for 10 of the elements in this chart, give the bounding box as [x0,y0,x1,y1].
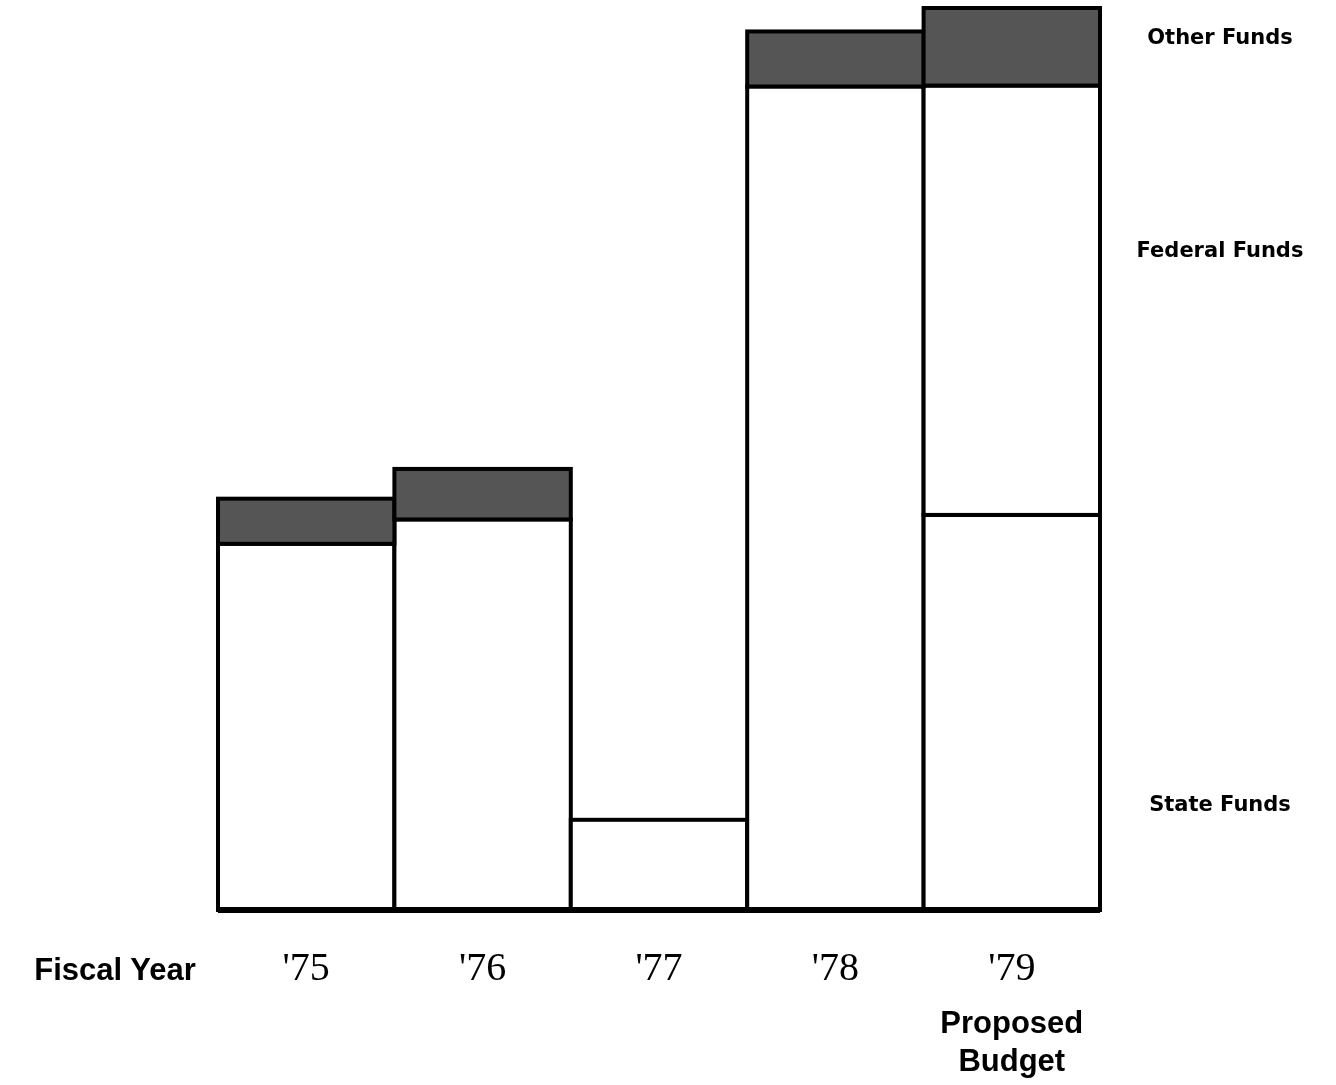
x-axis-title: Fiscal Year [34,952,196,987]
x-tick-label: '77 [635,944,683,989]
text: State Funds [1149,792,1291,817]
x-tick-label: '79 [988,944,1036,989]
x-tick-label: '78 [811,944,860,989]
series-label: Federal Funds [1136,238,1304,263]
text: Proposed Budget [940,1005,1084,1078]
x-tick-label: '75 [282,944,330,989]
x-tick-label: '76 [458,944,507,989]
text: Other Funds [1147,25,1293,49]
